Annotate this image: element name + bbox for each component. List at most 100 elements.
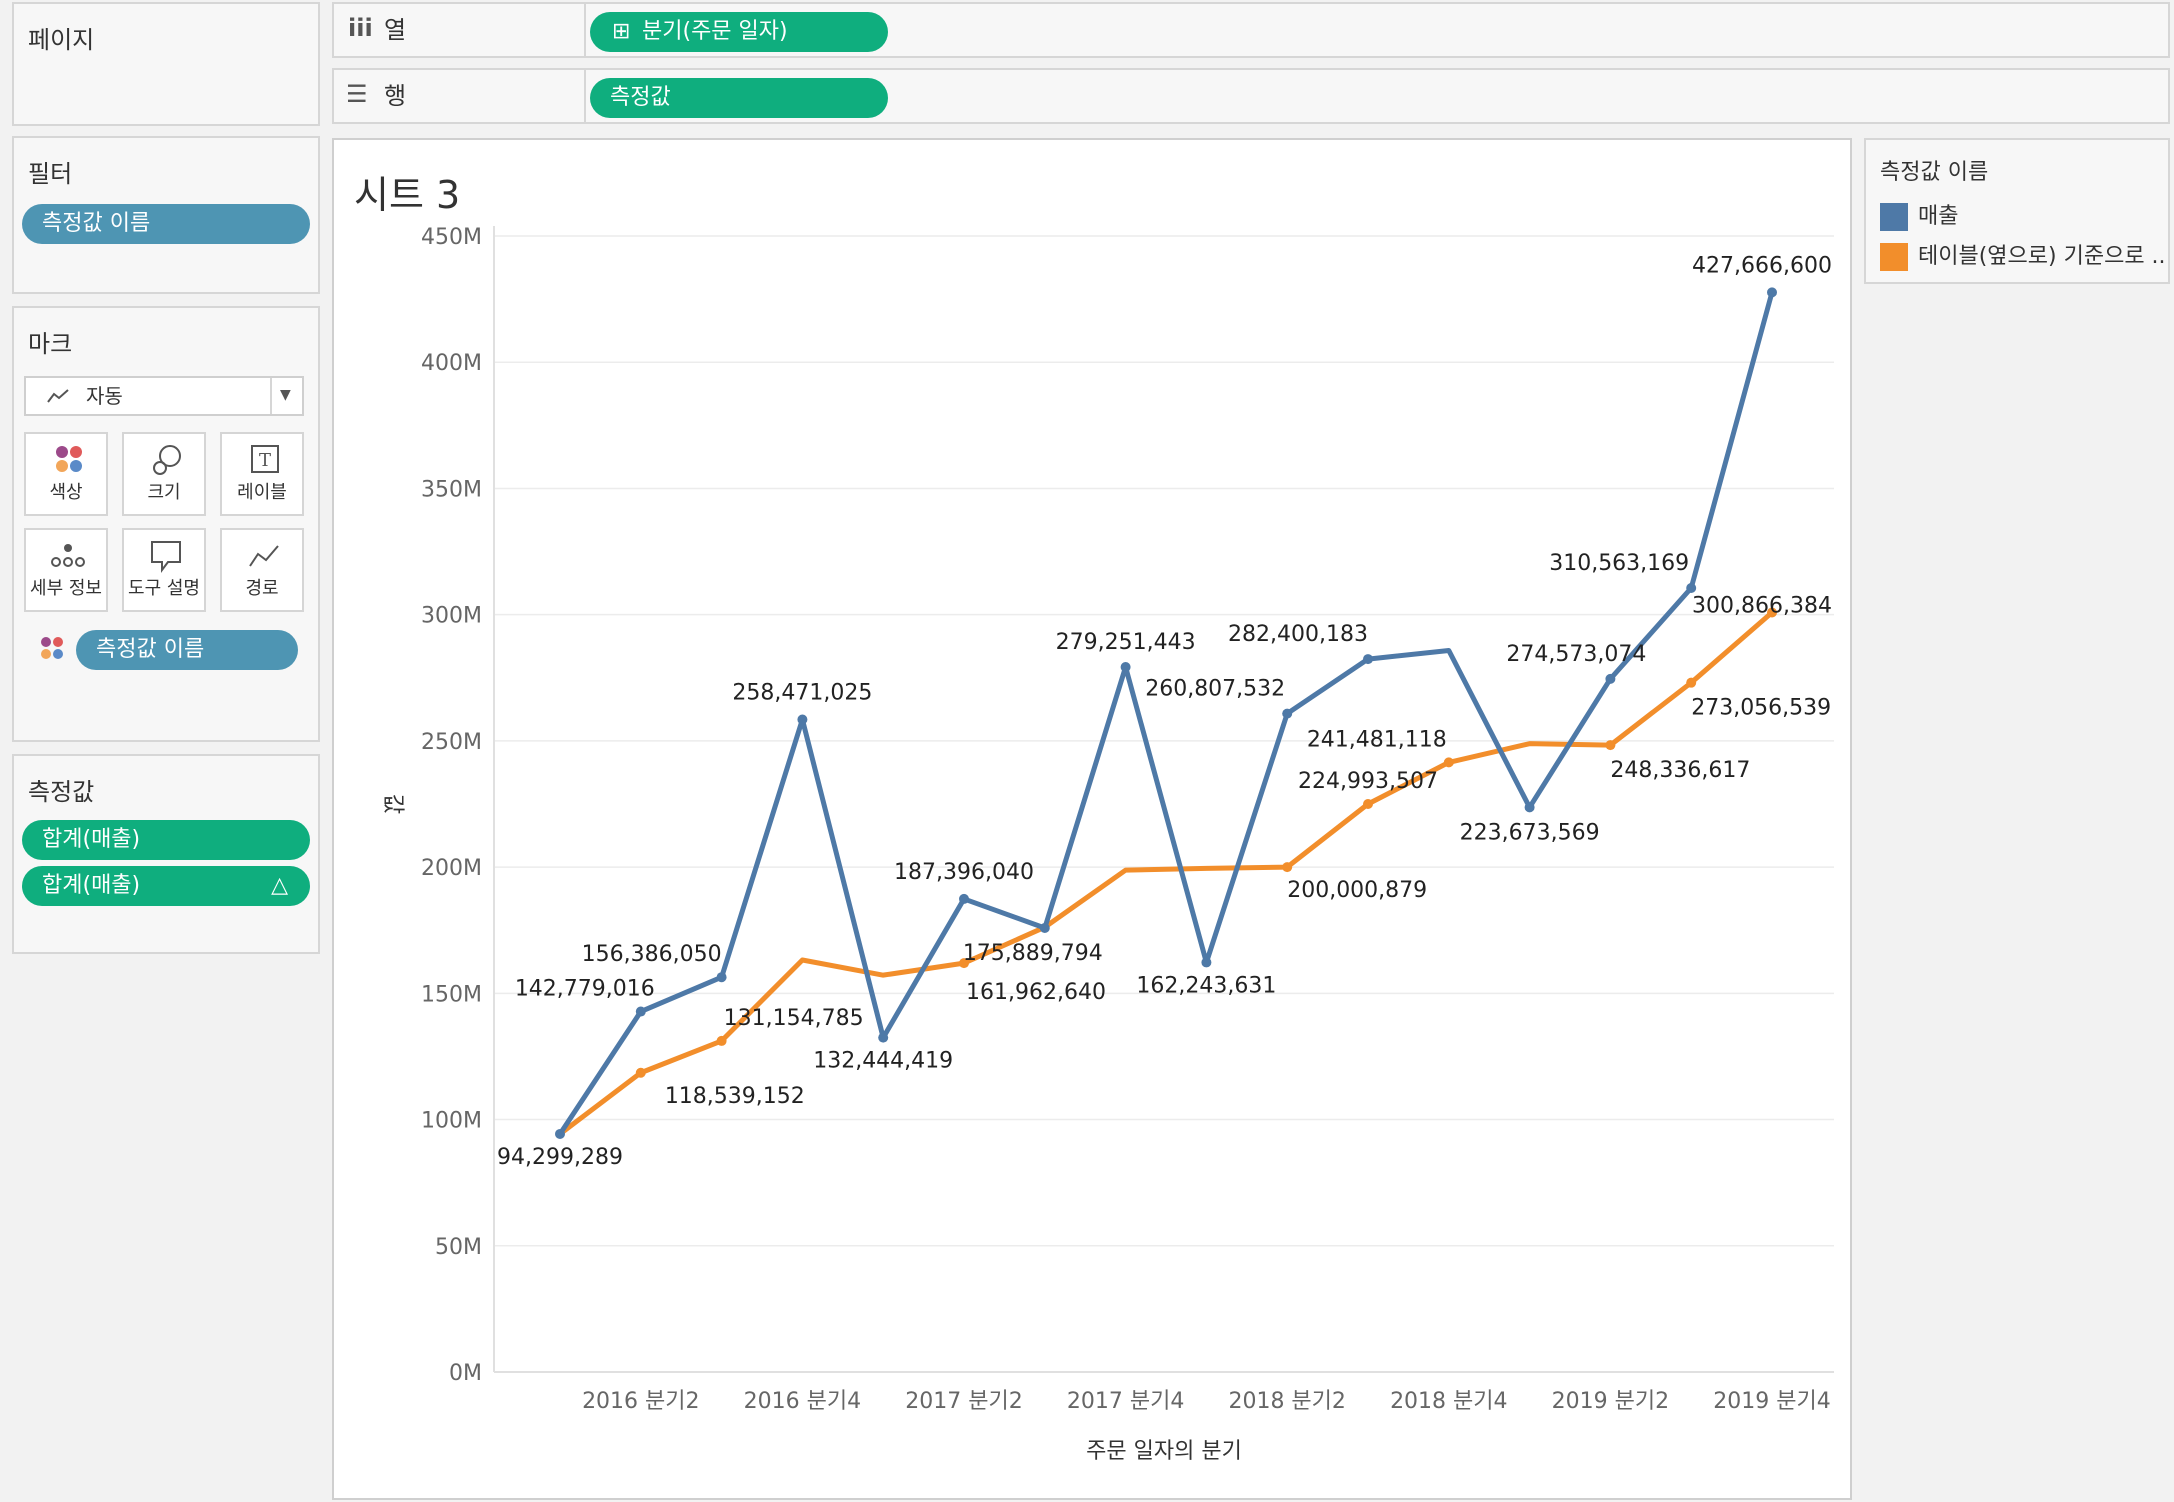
data-label: 241,481,118 bbox=[1307, 727, 1447, 752]
measure-pill-label: 합계(매출) bbox=[42, 873, 141, 898]
legend: 측정값 이름 매출 테이블(옆으로) 기준으로 .. bbox=[1864, 138, 2170, 284]
x-tick-label: 2017 분기2 bbox=[905, 1389, 1022, 1414]
size-icon bbox=[153, 445, 181, 475]
color-encoding-icon bbox=[41, 637, 63, 659]
data-label: 156,386,050 bbox=[582, 942, 722, 967]
rows-pill[interactable]: 측정값 bbox=[590, 78, 888, 118]
y-tick-label: 200M bbox=[421, 856, 482, 881]
measure-values-card: 측정값 합계(매출) 합계(매출) △ bbox=[12, 754, 320, 954]
data-label: 427,666,600 bbox=[1692, 253, 1832, 278]
label-button[interactable]: T 레이블 bbox=[220, 432, 304, 516]
size-button[interactable]: 크기 bbox=[122, 432, 206, 516]
filters-title: 필터 bbox=[28, 160, 73, 188]
measure-values-title: 측정값 bbox=[28, 778, 95, 806]
data-label: 175,889,794 bbox=[963, 941, 1103, 966]
marks-card: 마크 bbox=[12, 306, 320, 742]
color-icon bbox=[56, 446, 82, 472]
filters-card[interactable]: 필터 측정값 이름 bbox=[12, 136, 320, 294]
data-point bbox=[1201, 957, 1212, 968]
legend-label: 테이블(옆으로) 기준으로 .. bbox=[1918, 244, 2166, 269]
detail-button[interactable]: 세부 정보 bbox=[24, 528, 108, 612]
data-point bbox=[1767, 607, 1777, 618]
x-tick-label: 2018 분기2 bbox=[1228, 1389, 1345, 1414]
data-label: 94,299,289 bbox=[497, 1145, 623, 1170]
data-point bbox=[1605, 673, 1616, 684]
tooltip-button-label: 도구 설명 bbox=[128, 578, 200, 599]
x-tick-label: 2019 분기2 bbox=[1552, 1389, 1669, 1414]
rows-divider bbox=[584, 70, 586, 122]
y-tick-label: 150M bbox=[421, 982, 482, 1007]
pages-shelf[interactable]: 페이지 bbox=[12, 2, 320, 126]
y-tick-label: 250M bbox=[421, 730, 482, 755]
x-tick-label: 2016 분기4 bbox=[744, 1389, 861, 1414]
data-point bbox=[959, 893, 969, 904]
data-label: 258,471,025 bbox=[732, 681, 872, 706]
rows-label: 행 bbox=[384, 82, 407, 110]
data-label: 223,673,569 bbox=[1460, 820, 1600, 845]
legend-item-sales[interactable]: 매출 bbox=[1880, 202, 1958, 232]
label-button-label: 레이블 bbox=[237, 482, 287, 503]
dropdown-divider bbox=[270, 378, 272, 414]
columns-pill[interactable]: ⊞ 분기(주문 일자) bbox=[590, 12, 888, 52]
data-label: 187,396,040 bbox=[894, 860, 1034, 885]
data-label: 279,251,443 bbox=[1056, 630, 1196, 655]
legend-item-table-calc[interactable]: 테이블(옆으로) 기준으로 .. bbox=[1880, 242, 2166, 272]
path-button[interactable]: 경로 bbox=[220, 528, 304, 612]
rows-shelf[interactable]: ☰ 행 측정값 bbox=[332, 68, 2170, 124]
x-tick-label: 2018 분기4 bbox=[1390, 1389, 1507, 1414]
columns-divider bbox=[584, 4, 586, 56]
label-icon: T bbox=[251, 445, 279, 473]
data-point bbox=[1282, 862, 1293, 873]
data-label: 161,962,640 bbox=[966, 980, 1106, 1005]
data-point bbox=[1686, 583, 1697, 594]
data-point bbox=[1443, 757, 1454, 768]
color-button-label: 색상 bbox=[49, 482, 83, 503]
data-label: 132,444,419 bbox=[813, 1049, 953, 1074]
mark-type-label: 자동 bbox=[86, 384, 123, 408]
y-tick-label: 0M bbox=[449, 1361, 482, 1386]
detail-button-label: 세부 정보 bbox=[30, 578, 102, 599]
mark-type-dropdown[interactable]: 자동 ▼ bbox=[24, 376, 304, 416]
size-button-label: 크기 bbox=[147, 482, 181, 503]
x-tick-label: 2019 분기4 bbox=[1713, 1389, 1830, 1414]
data-point bbox=[635, 1006, 646, 1017]
line-mark-icon bbox=[47, 389, 69, 403]
data-point bbox=[1686, 677, 1697, 688]
chart-area[interactable]: 시트 3 0M 50M 100M 150M 200M 250M 300M 350M 400M 45… bbox=[332, 138, 1852, 1500]
data-label: 131,154,785 bbox=[724, 1006, 864, 1031]
marks-color-pill[interactable]: 측정값 이름 bbox=[76, 630, 298, 670]
y-tick-label: 450M bbox=[421, 225, 482, 250]
data-label: 200,000,879 bbox=[1287, 878, 1427, 903]
data-label: 300,866,384 bbox=[1692, 593, 1832, 618]
data-point bbox=[1524, 802, 1535, 813]
data-label: 142,779,016 bbox=[515, 977, 655, 1002]
plus-box-icon[interactable]: ⊞ bbox=[612, 19, 631, 44]
legend-label: 매출 bbox=[1918, 204, 1959, 229]
x-tick-label: 2016 분기2 bbox=[582, 1389, 699, 1414]
data-point bbox=[1282, 708, 1293, 719]
data-point bbox=[555, 1128, 565, 1139]
data-label: 118,539,152 bbox=[665, 1084, 805, 1109]
measure-pill-sum-sales[interactable]: 합계(매출) bbox=[22, 820, 310, 860]
chevron-down-icon[interactable]: ▼ bbox=[280, 387, 291, 403]
data-point bbox=[1605, 740, 1616, 751]
color-button[interactable]: 색상 bbox=[24, 432, 108, 516]
delta-icon: △ bbox=[271, 873, 288, 898]
columns-pill-label: 분기(주문 일자) bbox=[642, 19, 788, 44]
columns-shelf[interactable]: iii 열 ⊞ 분기(주문 일자) bbox=[332, 2, 2170, 58]
detail-icon bbox=[51, 544, 85, 567]
y-tick-label: 300M bbox=[421, 604, 482, 629]
pages-title: 페이지 bbox=[28, 26, 95, 54]
data-label: 162,243,631 bbox=[1136, 973, 1276, 998]
marks-title: 마크 bbox=[28, 330, 73, 358]
data-point bbox=[878, 1032, 889, 1043]
filter-pill-measure-names[interactable]: 측정값 이름 bbox=[22, 204, 310, 244]
data-label: 260,807,532 bbox=[1145, 677, 1285, 702]
measure-pill-sum-sales-delta[interactable]: 합계(매출) △ bbox=[22, 866, 310, 906]
data-point bbox=[959, 958, 969, 969]
svg-text:T: T bbox=[259, 450, 271, 471]
rows-icon: ☰ bbox=[346, 80, 368, 108]
data-point bbox=[1039, 922, 1050, 933]
tooltip-button[interactable]: 도구 설명 bbox=[122, 528, 206, 612]
legend-swatch bbox=[1880, 203, 1908, 231]
